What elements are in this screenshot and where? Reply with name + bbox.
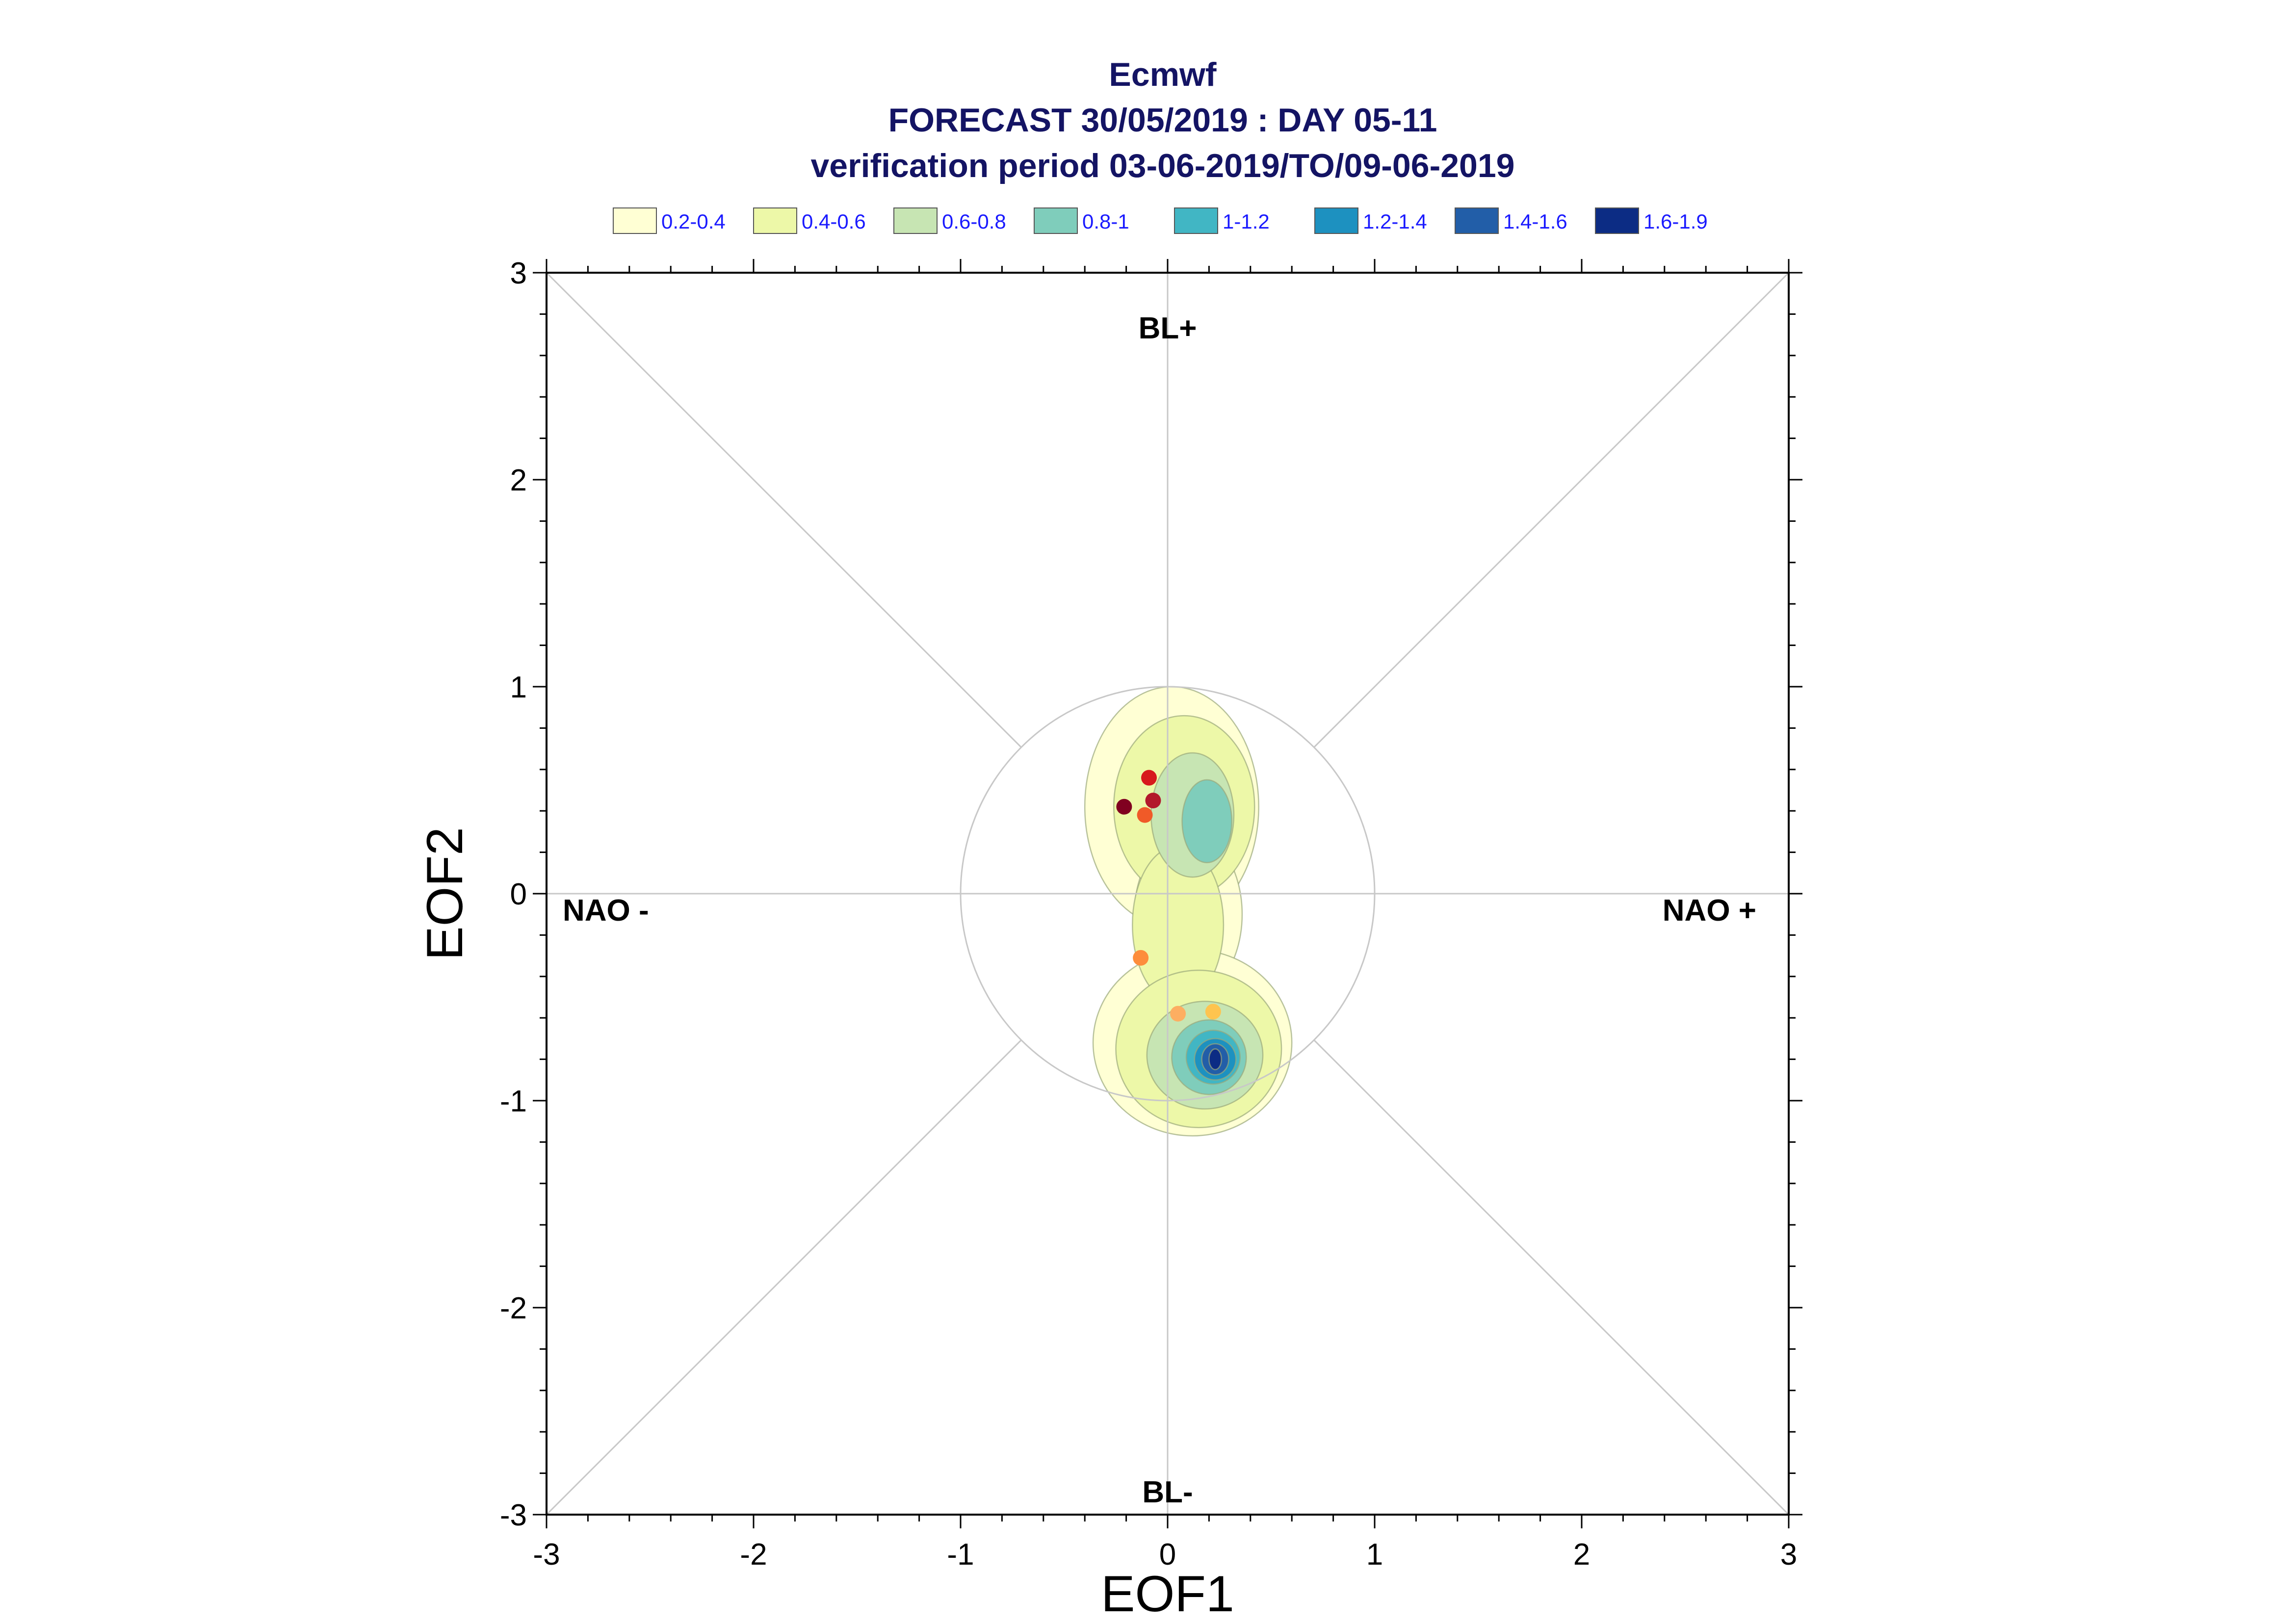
axis-ticks: -3 -2 -1 0 1 2 3 -3 -2 -1 0 1 2 3: [500, 257, 1802, 1572]
scatter-points: [1116, 770, 1221, 1022]
x-tick-label--3: -3: [533, 1538, 560, 1572]
x-tick-label-1: 1: [1366, 1538, 1383, 1572]
legend-label-0.2-0.4: 0.2-0.4: [661, 210, 726, 233]
legend-label-0.4-0.6: 0.4-0.6: [802, 210, 866, 233]
y-tick-label-2: 2: [510, 464, 527, 497]
reference-guides: [546, 272, 1790, 1516]
legend-swatch-1.2-1.4: [1314, 207, 1358, 234]
x-tick-label-3: 3: [1780, 1538, 1797, 1572]
x-tick-label-2: 2: [1573, 1538, 1590, 1572]
legend-swatch-0.2-0.4: [613, 207, 657, 234]
y-tick-label-3: 3: [510, 257, 527, 290]
y-tick-label--1: -1: [500, 1084, 527, 1118]
regime-label-bl-plus: BL+: [1139, 311, 1197, 345]
chart-subtitle-forecast: FORECAST 30/05/2019 : DAY 05-11: [888, 102, 1437, 139]
data-point-6: [1170, 1005, 1186, 1022]
x-tick-label--2: -2: [740, 1538, 767, 1572]
legend-label-1.4-1.6: 1.4-1.6: [1503, 210, 1567, 233]
data-point-4: [1137, 807, 1153, 823]
legend-swatch-1.4-1.6: [1455, 207, 1499, 234]
y-tick-label--3: -3: [500, 1498, 527, 1532]
y-axis-title: EOF2: [417, 827, 473, 960]
legend-swatch-0.4-0.6: [753, 207, 797, 234]
density-region-8: [1181, 779, 1233, 863]
regime-label-nao-minus: NAO -: [563, 894, 649, 928]
data-point-5: [1133, 950, 1149, 966]
density-legend: 0.2-0.4 0.4-0.6 0.6-0.8 0.8-1 1-1.2 1.2-1.4 1.…: [613, 207, 1708, 234]
regime-label-nao-plus: NAO +: [1663, 894, 1756, 928]
y-tick-label-0: 0: [510, 877, 527, 911]
chart-title: Ecmwf: [1109, 56, 1217, 93]
regime-label-bl-minus: BL-: [1142, 1475, 1193, 1509]
legend-label-1.2-1.4: 1.2-1.4: [1363, 210, 1427, 233]
data-point-2: [1145, 793, 1161, 809]
legend-label-0.8-1: 0.8-1: [1082, 210, 1129, 233]
diagonal-line-bottom-left: [546, 1039, 1022, 1516]
x-axis-title: EOF1: [1101, 1566, 1234, 1623]
data-point-3: [1116, 799, 1132, 815]
diagonal-line-top-right: [1313, 272, 1790, 748]
x-tick-label--1: -1: [947, 1538, 974, 1572]
legend-label-1-1.2: 1-1.2: [1223, 210, 1270, 233]
x-tick-label-0: 0: [1159, 1538, 1176, 1572]
density-contours: [1084, 686, 1293, 1136]
diagonal-line-top-left: [546, 272, 1022, 748]
legend-swatch-0.6-0.8: [893, 207, 938, 234]
plot-area: -3 -2 -1 0 1 2 3 -3 -2 -1 0 1 2 3: [500, 257, 1802, 1572]
chart-subtitle-verification: verification period 03-06-2019/TO/09-06-…: [810, 147, 1514, 184]
data-point-1: [1141, 770, 1157, 786]
legend-swatch-1.6-1.9: [1595, 207, 1639, 234]
data-point-7: [1205, 1004, 1221, 1020]
legend-swatch-0.8-1: [1034, 207, 1078, 234]
reference-circle: [960, 686, 1376, 1102]
y-tick-label--2: -2: [500, 1291, 527, 1325]
legend-swatch-1-1.2: [1174, 207, 1218, 234]
diagonal-line-bottom-right: [1313, 1039, 1790, 1516]
legend-label-1.6-1.9: 1.6-1.9: [1643, 210, 1708, 233]
y-tick-label-1: 1: [510, 670, 527, 704]
legend-label-0.6-0.8: 0.6-0.8: [942, 210, 1006, 233]
density-region-13: [1208, 1048, 1222, 1070]
